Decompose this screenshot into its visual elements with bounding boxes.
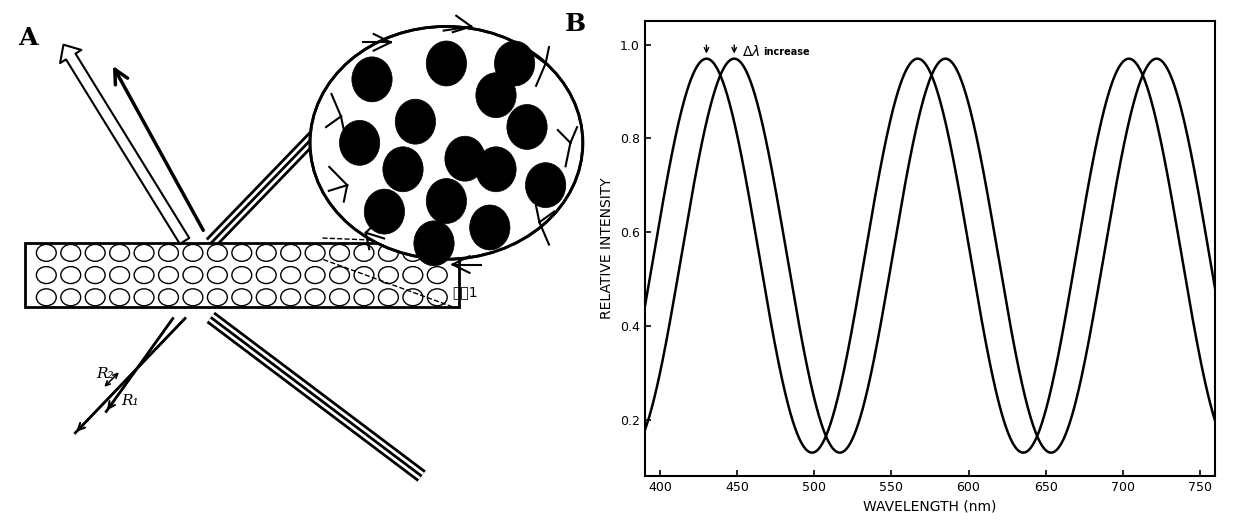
Circle shape	[257, 267, 277, 284]
Circle shape	[378, 289, 398, 306]
Circle shape	[330, 289, 350, 306]
Circle shape	[86, 289, 105, 306]
Circle shape	[403, 267, 423, 284]
Text: A: A	[19, 26, 38, 50]
Ellipse shape	[470, 205, 510, 250]
Ellipse shape	[427, 178, 466, 223]
Circle shape	[257, 289, 277, 306]
Circle shape	[403, 244, 423, 261]
Circle shape	[305, 244, 325, 261]
Circle shape	[280, 289, 300, 306]
Circle shape	[232, 244, 252, 261]
Circle shape	[134, 267, 154, 284]
Ellipse shape	[495, 41, 534, 86]
Circle shape	[378, 244, 398, 261]
Circle shape	[134, 244, 154, 261]
Y-axis label: RELATIVE INTENSITY: RELATIVE INTENSITY	[600, 178, 614, 320]
Ellipse shape	[507, 104, 547, 149]
Circle shape	[310, 26, 583, 259]
Ellipse shape	[476, 147, 516, 191]
Circle shape	[403, 289, 423, 306]
Circle shape	[378, 267, 398, 284]
Circle shape	[159, 244, 179, 261]
Text: R₂: R₂	[97, 367, 114, 381]
Circle shape	[159, 289, 179, 306]
Text: B: B	[565, 12, 587, 36]
Circle shape	[36, 267, 56, 284]
Circle shape	[159, 267, 179, 284]
Circle shape	[330, 267, 350, 284]
Circle shape	[207, 267, 227, 284]
Circle shape	[109, 244, 129, 261]
Ellipse shape	[526, 162, 565, 207]
Text: $\Delta\lambda$: $\Delta\lambda$	[742, 44, 760, 59]
Text: increase: increase	[764, 47, 810, 57]
Circle shape	[61, 244, 81, 261]
Circle shape	[207, 289, 227, 306]
Circle shape	[109, 289, 129, 306]
Ellipse shape	[396, 99, 435, 144]
Circle shape	[61, 289, 81, 306]
Text: 界面1: 界面1	[453, 285, 479, 299]
Ellipse shape	[365, 189, 404, 234]
Text: 界面2: 界面2	[453, 232, 479, 247]
Circle shape	[134, 289, 154, 306]
Text: R₁: R₁	[122, 394, 139, 408]
Circle shape	[184, 244, 203, 261]
Ellipse shape	[445, 136, 485, 181]
Circle shape	[61, 267, 81, 284]
FancyBboxPatch shape	[25, 243, 459, 307]
Circle shape	[280, 267, 300, 284]
Ellipse shape	[427, 41, 466, 86]
Circle shape	[232, 267, 252, 284]
Ellipse shape	[383, 147, 423, 191]
Circle shape	[355, 244, 374, 261]
Circle shape	[280, 244, 300, 261]
X-axis label: WAVELENGTH (nm): WAVELENGTH (nm)	[863, 499, 997, 514]
Circle shape	[305, 267, 325, 284]
Circle shape	[330, 244, 350, 261]
Circle shape	[232, 289, 252, 306]
Circle shape	[36, 289, 56, 306]
Circle shape	[428, 267, 448, 284]
Circle shape	[36, 244, 56, 261]
Circle shape	[184, 289, 203, 306]
Ellipse shape	[340, 120, 379, 165]
Ellipse shape	[476, 72, 516, 118]
Circle shape	[428, 289, 448, 306]
Ellipse shape	[414, 221, 454, 266]
Circle shape	[428, 244, 448, 261]
Circle shape	[184, 267, 203, 284]
Circle shape	[109, 267, 129, 284]
Circle shape	[86, 267, 105, 284]
Circle shape	[305, 289, 325, 306]
Circle shape	[355, 267, 374, 284]
Circle shape	[355, 289, 374, 306]
Circle shape	[86, 244, 105, 261]
Ellipse shape	[352, 57, 392, 102]
Circle shape	[257, 244, 277, 261]
Circle shape	[207, 244, 227, 261]
